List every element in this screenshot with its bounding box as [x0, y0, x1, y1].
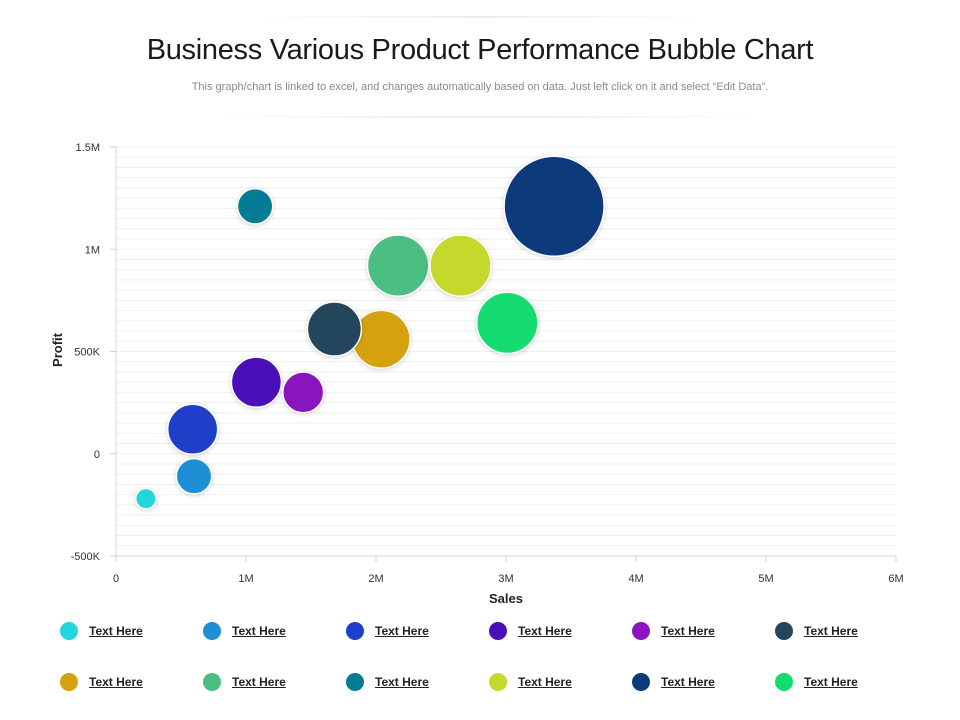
bubble-8 — [366, 234, 430, 297]
bubble-4 — [230, 356, 283, 408]
legend-item: Text Here — [489, 622, 632, 640]
legend-label[interactable]: Text Here — [518, 624, 572, 638]
chart-subtitle: This graph/chart is linked to excel, and… — [191, 81, 769, 93]
x-axis-title: Sales — [489, 591, 523, 606]
legend-label[interactable]: Text Here — [661, 624, 715, 638]
y-tick-label: 0 — [94, 449, 100, 461]
legend-swatch — [632, 622, 650, 640]
x-tick-label: 2M — [368, 573, 383, 585]
legend-item: Text Here — [775, 672, 918, 691]
bubble-1 — [134, 487, 157, 510]
legend-swatch — [489, 672, 507, 691]
bubble-11 — [503, 155, 605, 258]
legend-label[interactable]: Text Here — [375, 624, 429, 638]
x-tick-label: 3M — [498, 573, 513, 585]
y-tick-label: 1M — [85, 244, 100, 256]
legend-label[interactable]: Text Here — [232, 674, 286, 689]
legend-label[interactable]: Text Here — [518, 674, 572, 689]
legend-item: Text Here — [203, 672, 346, 691]
bubble-chart: -500K 0 500K 1M 1.5M 0 1M 2M 3M 4M 5M 6M Sales Prof… — [50, 142, 904, 606]
legend-item: Text Here — [489, 672, 632, 691]
bubble-9 — [236, 187, 274, 225]
y-tick-label: 1.5M — [76, 142, 100, 154]
legend-item: Text Here — [60, 622, 203, 640]
bubble-3 — [166, 403, 219, 455]
legend-item: Text Here — [346, 672, 489, 691]
legend: Text Here Text Here Text Here Text Here Text… — [60, 622, 940, 702]
legend-swatch — [203, 622, 221, 640]
legend-swatch — [775, 622, 793, 640]
legend-label[interactable]: Text Here — [804, 624, 858, 638]
legend-swatch — [775, 672, 793, 691]
legend-swatch — [489, 622, 507, 640]
legend-swatch — [346, 622, 364, 640]
legend-item: Text Here — [632, 622, 775, 640]
legend-item: Text Here — [775, 622, 918, 640]
x-tick-label: 4M — [628, 573, 643, 585]
legend-swatch — [203, 672, 221, 691]
legend-item: Text Here — [203, 622, 346, 640]
bubble-6 — [306, 301, 363, 357]
legend-label[interactable]: Text Here — [661, 674, 715, 689]
bubble-2 — [175, 457, 213, 495]
axes: -500K 0 500K 1M 1.5M 0 1M 2M 3M 4M 5M 6M — [71, 142, 904, 585]
bubble-5 — [282, 371, 325, 414]
x-tick-label: 6M — [888, 573, 903, 585]
y-axis-title: Profit — [50, 332, 65, 367]
y-tick-label: 500K — [74, 347, 100, 359]
chart-title: Business Various Product Performance Bub… — [146, 34, 814, 66]
legend-swatch — [60, 672, 78, 691]
legend-label[interactable]: Text Here — [804, 674, 858, 689]
legend-item: Text Here — [60, 672, 203, 691]
legend-label[interactable]: Text Here — [232, 624, 286, 638]
legend-label[interactable]: Text Here — [89, 674, 143, 689]
bubbles — [134, 155, 605, 510]
title-top-divider — [260, 16, 700, 18]
legend-label[interactable]: Text Here — [375, 674, 429, 689]
bubble-12 — [475, 291, 539, 355]
legend-label[interactable]: Text Here — [89, 624, 143, 638]
legend-swatch — [632, 672, 650, 691]
legend-item: Text Here — [346, 622, 489, 640]
bubble-10 — [429, 234, 492, 297]
title-bottom-divider — [200, 116, 770, 118]
x-tick-label: 1M — [238, 573, 253, 585]
legend-item: Text Here — [632, 672, 775, 691]
x-tick-label: 0 — [113, 573, 119, 585]
y-tick-label: -500K — [71, 551, 101, 563]
bubble-7 — [351, 309, 411, 369]
legend-swatch — [60, 622, 78, 640]
x-tick-label: 5M — [758, 573, 773, 585]
legend-swatch — [346, 672, 364, 691]
